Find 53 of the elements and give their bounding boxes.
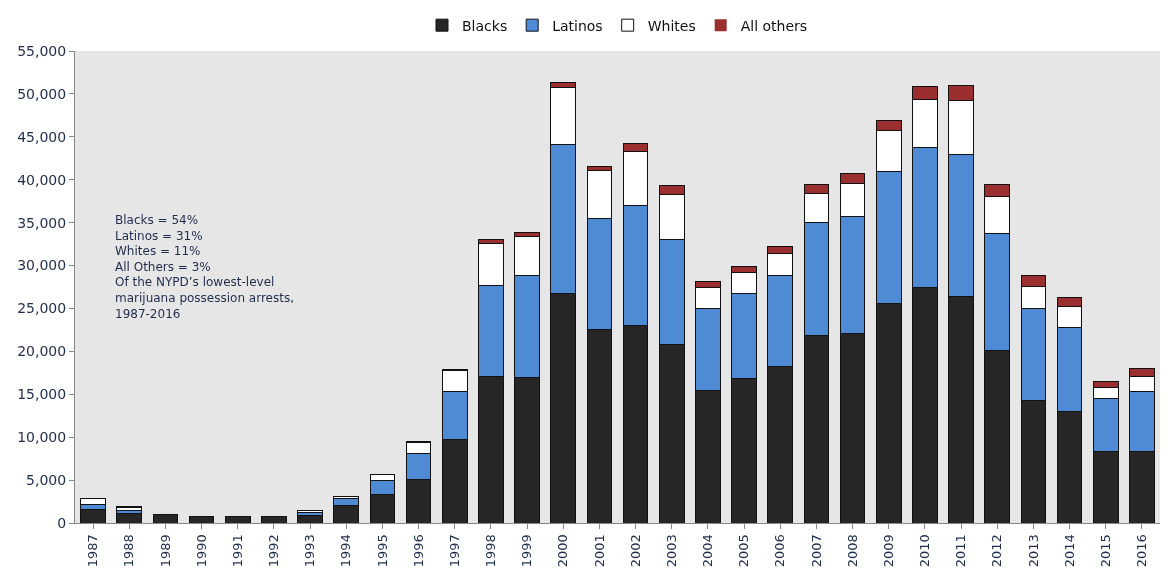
y-tick-label: 40,000 xyxy=(17,171,67,188)
x-tick-label: 2000 xyxy=(555,534,571,568)
x-tick-label: 2001 xyxy=(591,534,607,568)
x-tick-label: 2016 xyxy=(1134,534,1150,568)
y-tick-label: 30,000 xyxy=(17,257,67,274)
bar xyxy=(188,515,215,523)
legend-label: Latinos xyxy=(552,17,603,34)
bar xyxy=(152,513,179,523)
x-tick-label: 2009 xyxy=(880,534,896,568)
y-tick-label: 55,000 xyxy=(17,42,67,59)
legend-label: All others xyxy=(740,17,808,34)
x-tick-label: 1992 xyxy=(266,534,282,568)
x-tick-label: 1999 xyxy=(519,534,535,568)
x-tick-label: 1994 xyxy=(338,534,354,568)
x-tick-label: 2013 xyxy=(1025,534,1041,568)
x-tick-label: 1991 xyxy=(229,534,245,568)
x-tick-label: 2007 xyxy=(808,534,824,568)
y-tick-label: 20,000 xyxy=(17,343,67,360)
legend-label: Blacks xyxy=(462,17,508,34)
x-tick-label: 1989 xyxy=(157,534,173,568)
bar xyxy=(224,516,251,523)
y-tick-label: 10,000 xyxy=(17,429,67,446)
y-tick-label: 50,000 xyxy=(17,85,67,102)
x-tick-label: 2005 xyxy=(736,534,752,568)
x-tick-label: 2008 xyxy=(844,534,860,568)
x-tick-label: 2010 xyxy=(917,534,933,568)
x-tick-label: 1990 xyxy=(193,534,209,568)
legend-label: Whites xyxy=(647,17,696,34)
annotation: Blacks = 54% Latinos = 31% Whites = 11% All Others = 3% Of the NYPD’s lowest-level marijuana possession arrests, 1987-2016 xyxy=(115,213,294,321)
x-tick-label: 2004 xyxy=(700,534,716,568)
bar xyxy=(116,513,143,523)
x-tick-label: 1988 xyxy=(121,534,137,568)
x-tick-label: 1997 xyxy=(446,534,462,568)
y-tick-label: 0 xyxy=(57,514,67,531)
x-tick-label: 1987 xyxy=(85,534,101,568)
bar xyxy=(80,508,106,523)
x-tick-label: 1996 xyxy=(410,534,426,568)
y-tick-label: 35,000 xyxy=(17,214,67,231)
y-tick-label: 15,000 xyxy=(17,386,67,403)
y-tick-label: 45,000 xyxy=(17,128,67,145)
y-tick-label: 25,000 xyxy=(17,300,67,317)
x-tick-label: 2014 xyxy=(1061,534,1077,568)
x-tick-label: 1995 xyxy=(374,534,390,568)
x-tick-label: 2012 xyxy=(989,534,1005,568)
x-tick-label: 2011 xyxy=(953,534,969,568)
x-tick-label: 2003 xyxy=(663,534,679,568)
x-tick-label: 1998 xyxy=(483,534,499,568)
x-tick-label: 2006 xyxy=(772,534,788,568)
y-tick-label: 5,000 xyxy=(26,471,67,488)
x-tick-label: 2002 xyxy=(627,534,643,568)
bar xyxy=(261,516,287,523)
x-tick-label: 1993 xyxy=(302,534,318,568)
x-tick-label: 2015 xyxy=(1097,534,1113,568)
